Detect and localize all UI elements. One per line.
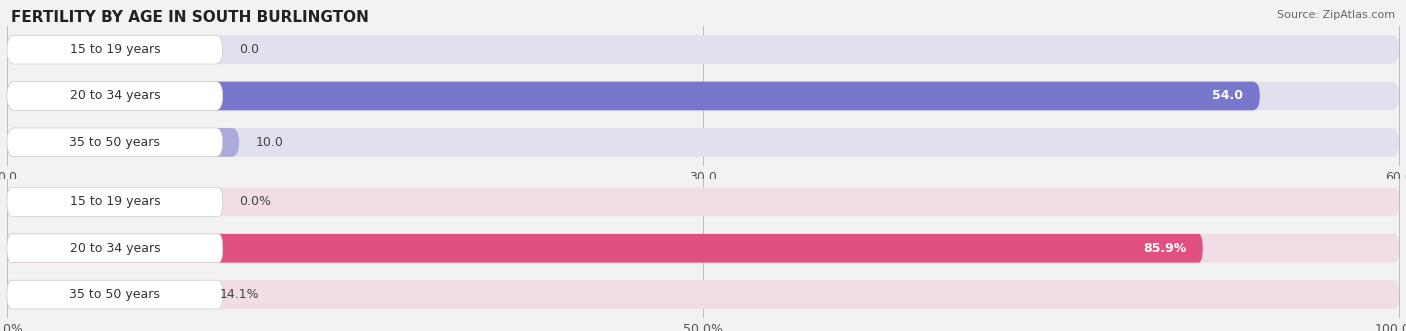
Text: 10.0: 10.0 (256, 136, 284, 149)
Text: 0.0%: 0.0% (239, 195, 271, 209)
Text: 15 to 19 years: 15 to 19 years (69, 195, 160, 209)
FancyBboxPatch shape (7, 188, 1399, 216)
FancyBboxPatch shape (7, 128, 1399, 157)
FancyBboxPatch shape (7, 280, 1399, 309)
FancyBboxPatch shape (7, 82, 1399, 110)
FancyBboxPatch shape (7, 128, 239, 157)
Text: 35 to 50 years: 35 to 50 years (69, 288, 160, 301)
FancyBboxPatch shape (7, 82, 1260, 110)
Text: 20 to 34 years: 20 to 34 years (69, 89, 160, 103)
FancyBboxPatch shape (7, 234, 1399, 262)
Text: 35 to 50 years: 35 to 50 years (69, 136, 160, 149)
FancyBboxPatch shape (7, 82, 222, 110)
FancyBboxPatch shape (7, 35, 222, 64)
Text: 54.0: 54.0 (1212, 89, 1243, 103)
FancyBboxPatch shape (7, 234, 1202, 262)
FancyBboxPatch shape (7, 280, 204, 309)
Text: 14.1%: 14.1% (219, 288, 260, 301)
Text: 0.0: 0.0 (239, 43, 260, 56)
Text: FERTILITY BY AGE IN SOUTH BURLINGTON: FERTILITY BY AGE IN SOUTH BURLINGTON (11, 10, 370, 25)
Text: Source: ZipAtlas.com: Source: ZipAtlas.com (1277, 10, 1395, 20)
FancyBboxPatch shape (7, 188, 222, 216)
Text: 20 to 34 years: 20 to 34 years (69, 242, 160, 255)
FancyBboxPatch shape (7, 234, 222, 262)
Text: 15 to 19 years: 15 to 19 years (69, 43, 160, 56)
Text: 85.9%: 85.9% (1143, 242, 1187, 255)
FancyBboxPatch shape (7, 280, 222, 309)
FancyBboxPatch shape (7, 35, 1399, 64)
FancyBboxPatch shape (7, 128, 222, 157)
